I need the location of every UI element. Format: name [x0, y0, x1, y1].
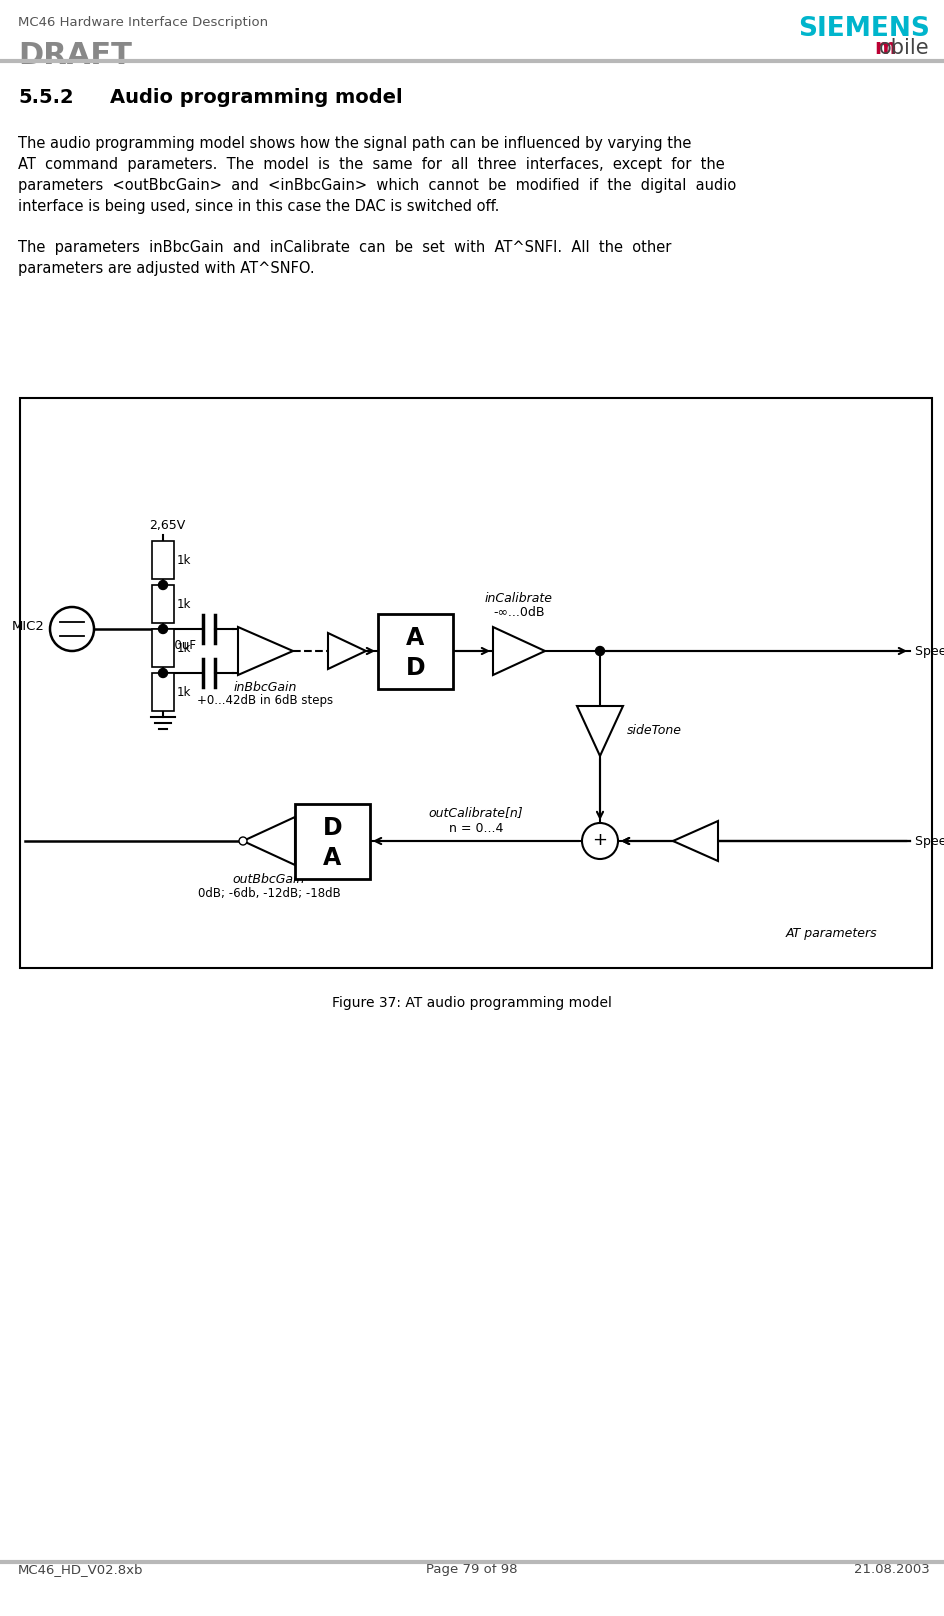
Text: 21.08.2003: 21.08.2003: [853, 1563, 929, 1576]
Text: 1k: 1k: [177, 685, 192, 698]
Text: A: A: [323, 847, 342, 871]
Text: D: D: [405, 656, 425, 680]
Text: outCalibrate[n]: outCalibrate[n]: [429, 806, 523, 819]
Text: +0...42dB in 6dB steps: +0...42dB in 6dB steps: [197, 693, 333, 708]
Text: 1k: 1k: [177, 554, 192, 567]
Polygon shape: [328, 633, 365, 669]
Text: 2,65V: 2,65V: [149, 519, 185, 532]
Text: Page 79 of 98: Page 79 of 98: [426, 1563, 517, 1576]
Circle shape: [159, 580, 167, 590]
Text: interface is being used, since in this case the DAC is switched off.: interface is being used, since in this c…: [18, 199, 498, 213]
Circle shape: [50, 608, 93, 651]
Text: A: A: [406, 627, 424, 650]
Circle shape: [159, 669, 167, 677]
Text: Audio programming model: Audio programming model: [110, 87, 402, 107]
Text: SIEMENS: SIEMENS: [798, 16, 929, 42]
Bar: [20, 398, 931, 968]
Circle shape: [595, 646, 604, 656]
Text: Speech coder: Speech coder: [914, 645, 944, 658]
Text: MC46 Hardware Interface Description: MC46 Hardware Interface Description: [18, 16, 268, 29]
Text: parameters  <outBbcGain>  and  <inBbcGain>  which  cannot  be  modified  if  the: parameters <outBbcGain> and <inBbcGain> …: [18, 178, 735, 192]
Text: obile: obile: [879, 39, 929, 58]
Polygon shape: [238, 627, 293, 675]
Polygon shape: [243, 818, 295, 865]
Text: outBbcGain: outBbcGain: [232, 873, 305, 886]
Text: parameters are adjusted with AT^SNFO.: parameters are adjusted with AT^SNFO.: [18, 262, 314, 276]
Text: 1k: 1k: [177, 642, 192, 654]
Text: sideTone: sideTone: [626, 724, 682, 737]
Circle shape: [582, 823, 617, 860]
Text: -∞...0dB: -∞...0dB: [493, 606, 544, 619]
Text: Figure 37: AT audio programming model: Figure 37: AT audio programming model: [331, 995, 612, 1010]
Text: D: D: [322, 816, 342, 840]
Text: +: +: [592, 831, 607, 848]
Text: The audio programming model shows how the signal path can be influenced by varyi: The audio programming model shows how th…: [18, 136, 691, 150]
Bar: [152, 541, 174, 579]
Bar: [378, 614, 452, 688]
Text: 0dB; -6db, -12dB; -18dB: 0dB; -6db, -12dB; -18dB: [197, 887, 340, 900]
Text: m: m: [873, 39, 895, 58]
Text: 5.5.2: 5.5.2: [18, 87, 74, 107]
Text: MC46_HD_V02.8xb: MC46_HD_V02.8xb: [18, 1563, 143, 1576]
Polygon shape: [577, 706, 622, 756]
Text: Speech decoder: Speech decoder: [914, 834, 944, 847]
Text: inBbcGain: inBbcGain: [233, 680, 296, 693]
Circle shape: [159, 624, 167, 633]
Text: 10uF: 10uF: [168, 638, 196, 651]
Text: n = 0...4: n = 0...4: [448, 823, 502, 835]
Text: 1k: 1k: [177, 598, 192, 611]
Bar: [152, 585, 174, 624]
Text: MIC2: MIC2: [12, 619, 45, 632]
Polygon shape: [493, 627, 545, 675]
Polygon shape: [672, 821, 717, 861]
Text: AT parameters: AT parameters: [784, 928, 876, 941]
Bar: [152, 629, 174, 667]
Bar: [152, 672, 174, 711]
Circle shape: [239, 837, 246, 845]
Text: AT  command  parameters.  The  model  is  the  same  for  all  three  interfaces: AT command parameters. The model is the …: [18, 157, 724, 171]
Text: The  parameters  inBbcGain  and  inCalibrate  can  be  set  with  AT^SNFI.  All : The parameters inBbcGain and inCalibrate…: [18, 241, 670, 255]
Bar: [295, 803, 370, 879]
Text: DRAFT: DRAFT: [18, 40, 132, 69]
Text: inCalibrate: inCalibrate: [484, 591, 552, 604]
